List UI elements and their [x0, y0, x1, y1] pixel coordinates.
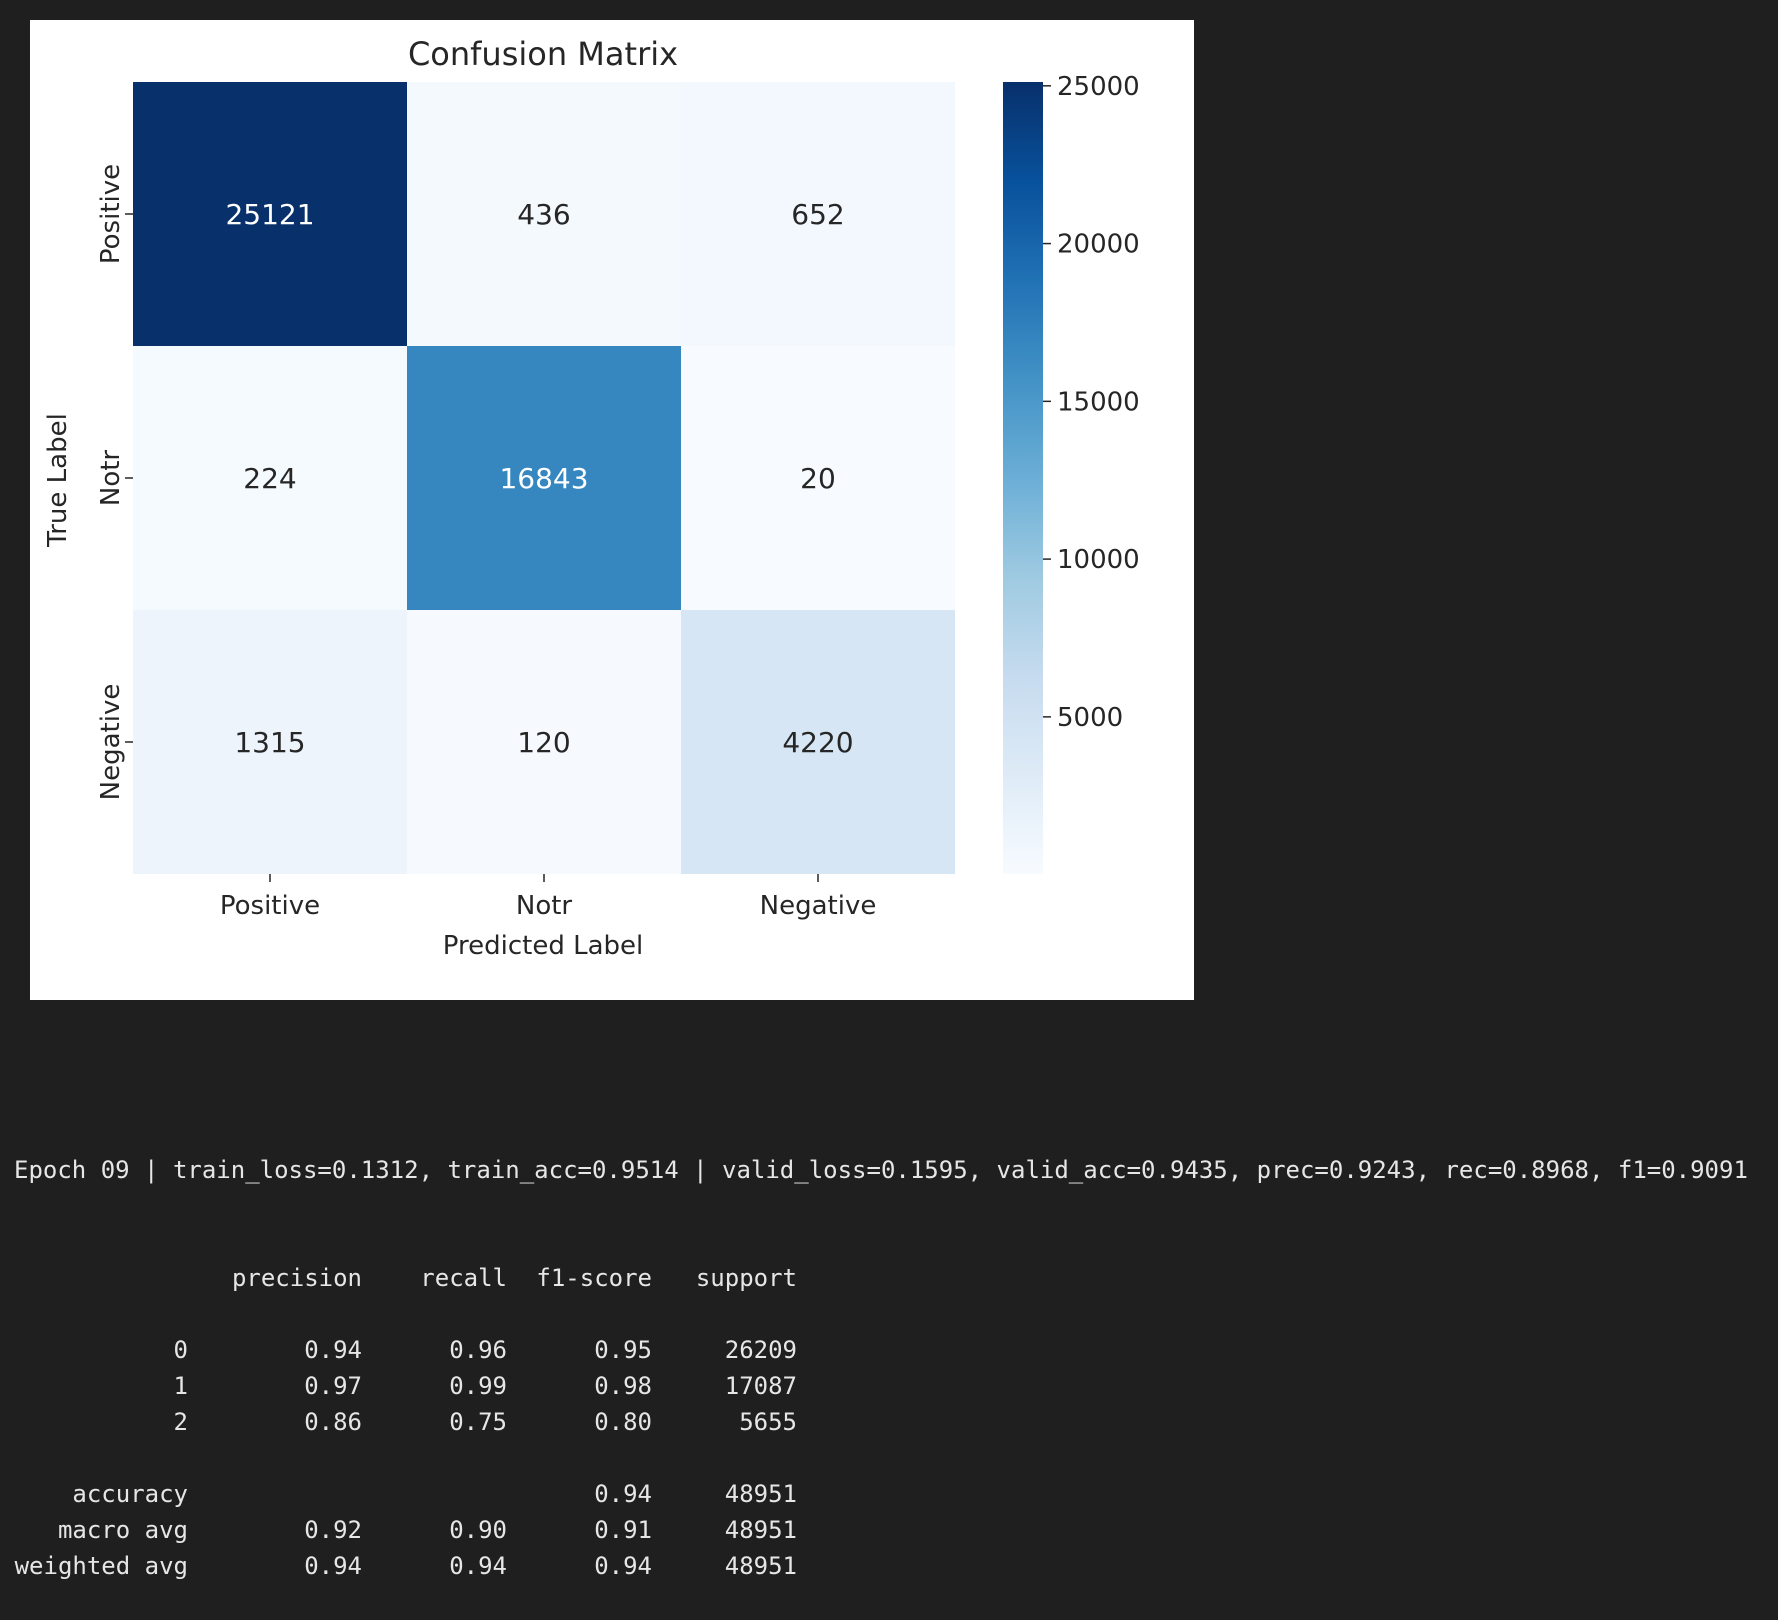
colorbar-tick-label: 5000: [1057, 703, 1123, 733]
heatmap-cell: [133, 610, 407, 874]
x-axis-label: Predicted Label: [443, 931, 643, 961]
report-cell: 0.94: [594, 1480, 652, 1508]
report-cell: 0.92: [304, 1516, 362, 1544]
report-row: weighted avg 0.94 0.94 0.94 48951: [14, 1548, 1748, 1584]
chart-title: Confusion Matrix: [408, 35, 678, 73]
confusion-matrix-figure: Confusion Matrix 25121 436 652 224 16843 20 13…: [30, 20, 1194, 1000]
colorbar-tick-label: 20000: [1057, 230, 1140, 260]
heatmap-cell: [681, 346, 955, 610]
y-tick-label: Negative: [96, 684, 126, 801]
report-cell: 0.94: [304, 1552, 362, 1580]
y-axis-label: True Label: [43, 413, 73, 548]
report-row: accuracy 0.94 48951: [14, 1476, 1748, 1512]
cell-value-label: 4220: [782, 726, 853, 759]
heatmap-cell: [133, 82, 407, 346]
colorbar-tick-label: 15000: [1057, 387, 1140, 417]
report-cell: 48951: [724, 1480, 797, 1508]
cell-value-label: 436: [517, 198, 570, 231]
colorbar-tick-label: 10000: [1057, 545, 1140, 575]
report-cell: 0.98: [594, 1372, 652, 1400]
heatmap-cell: [407, 610, 681, 874]
x-tick-label: Notr: [516, 891, 573, 921]
cell-value-label: 120: [517, 726, 570, 759]
heatmap-axes: Positive Notr Negative Positive Notr Negative: [96, 164, 876, 921]
report-cell: 0: [173, 1336, 188, 1364]
report-header-row: precision recall f1-score support: [14, 1260, 1748, 1296]
report-row: 2 0.86 0.75 0.80 5655: [14, 1404, 1748, 1440]
blank-line: [14, 1440, 1748, 1476]
report-cell: macro avg: [57, 1516, 188, 1544]
x-tick-label: Negative: [760, 891, 877, 921]
cell-value-label: 20: [800, 462, 836, 495]
report-cell: 0.75: [449, 1408, 507, 1436]
report-cell: 1: [173, 1372, 188, 1400]
y-tick-label: Positive: [96, 164, 126, 264]
report-cell: 17087: [724, 1372, 797, 1400]
training-log: Epoch 09 | train_loss=0.1312, train_acc=…: [14, 1080, 1748, 1620]
report-row: macro avg 0.92 0.90 0.91 48951: [14, 1512, 1748, 1548]
report-cell: 0.96: [449, 1336, 507, 1364]
report-row: 1 0.97 0.99 0.98 17087: [14, 1368, 1748, 1404]
x-tick-label: Positive: [220, 891, 320, 921]
report-cell: 0.94: [449, 1552, 507, 1580]
report-cell: 48951: [724, 1552, 797, 1580]
report-cell: weighted avg: [14, 1552, 188, 1580]
heatmap-cell: [133, 346, 407, 610]
blank-line: [14, 1296, 1748, 1332]
report-cell: 48951: [724, 1516, 797, 1544]
cell-value-label: 16843: [499, 462, 588, 495]
heatmap-cells: 25121 436 652 224 16843 20 1315 120 4220: [133, 82, 955, 874]
report-cell: 0.90: [449, 1516, 507, 1544]
y-tick-label: Notr: [96, 450, 126, 507]
report-header-cell: recall: [420, 1264, 507, 1292]
report-header-cell: support: [695, 1264, 797, 1292]
report-cell: accuracy: [72, 1480, 188, 1508]
heatmap-cell: [407, 346, 681, 610]
report-cell: 2: [173, 1408, 188, 1436]
report-cell: 26209: [724, 1336, 797, 1364]
heatmap-cell: [407, 82, 681, 346]
report-header-cell: f1-score: [536, 1264, 652, 1292]
colorbar-tick-label: 25000: [1057, 72, 1140, 102]
report-row: 0 0.94 0.96 0.95 26209: [14, 1332, 1748, 1368]
epoch-summary-line: Epoch 09 | train_loss=0.1312, train_acc=…: [14, 1156, 1748, 1184]
classification-report: precision recall f1-score support 0 0.94 0.96 0…: [14, 1260, 1748, 1584]
report-cell: 0.99: [449, 1372, 507, 1400]
confusion-matrix-chart: Confusion Matrix 25121 436 652 224 16843 20 13…: [43, 35, 1140, 961]
cell-value-label: 652: [791, 198, 844, 231]
heatmap-cell: [681, 82, 955, 346]
report-cell: 0.97: [304, 1372, 362, 1400]
report-cell: 0.86: [304, 1408, 362, 1436]
cell-value-label: 224: [243, 462, 296, 495]
report-cell: 5655: [739, 1408, 797, 1436]
report-cell: 0.95: [594, 1336, 652, 1364]
report-header-cell: precision: [231, 1264, 362, 1292]
report-cell: 0.94: [594, 1552, 652, 1580]
report-cell: 0.94: [304, 1336, 362, 1364]
report-cell: 0.91: [594, 1516, 652, 1544]
cell-value-label: 1315: [234, 726, 305, 759]
colorbar-ticks: 5000 10000 15000 20000 25000: [1043, 72, 1140, 733]
cell-value-label: 25121: [225, 198, 314, 231]
colorbar: [1003, 82, 1043, 874]
heatmap-cell: [681, 610, 955, 874]
report-cell: 0.80: [594, 1408, 652, 1436]
